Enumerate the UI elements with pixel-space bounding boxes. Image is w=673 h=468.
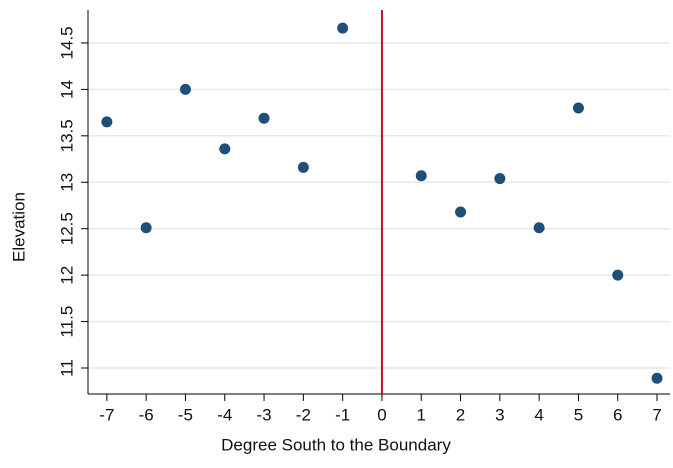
x-tick-label: -3 bbox=[256, 405, 271, 424]
x-tick-label: 7 bbox=[652, 405, 661, 424]
x-tick-label: 5 bbox=[574, 405, 583, 424]
x-tick-label: -4 bbox=[217, 405, 232, 424]
x-tick-label: -2 bbox=[296, 405, 311, 424]
y-tick-label: 14.5 bbox=[57, 26, 76, 59]
point bbox=[337, 22, 349, 34]
point bbox=[533, 222, 545, 234]
x-tick-label: 3 bbox=[495, 405, 504, 424]
x-tick-label: 6 bbox=[613, 405, 622, 424]
point bbox=[572, 102, 584, 114]
y-tick-label: 12 bbox=[57, 266, 76, 285]
x-tick-label: -6 bbox=[139, 405, 154, 424]
point bbox=[612, 269, 624, 281]
x-tick-label: 2 bbox=[456, 405, 465, 424]
y-tick-label: 14 bbox=[57, 80, 76, 99]
point bbox=[101, 116, 113, 128]
point bbox=[455, 206, 467, 218]
point bbox=[297, 161, 309, 173]
y-tick-label: 13.5 bbox=[57, 119, 76, 152]
point bbox=[140, 222, 152, 234]
point bbox=[219, 143, 231, 155]
x-tick-label: 1 bbox=[417, 405, 426, 424]
point bbox=[258, 112, 270, 124]
y-tick-label: 12.5 bbox=[57, 212, 76, 245]
x-tick-label: -7 bbox=[99, 405, 114, 424]
y-tick-label: 11 bbox=[57, 359, 76, 377]
point bbox=[651, 372, 663, 384]
y-tick-label: 13 bbox=[57, 173, 76, 192]
x-tick-label: -1 bbox=[335, 405, 350, 424]
y-axis-label: Elevation bbox=[9, 192, 28, 262]
y-tick-label: 11.5 bbox=[57, 306, 76, 338]
x-axis-label: Degree South to the Boundary bbox=[221, 435, 451, 454]
x-tick-label: -5 bbox=[178, 405, 193, 424]
x-tick-label: 0 bbox=[377, 405, 386, 424]
point bbox=[415, 170, 427, 182]
point bbox=[179, 83, 191, 95]
x-tick-label: 4 bbox=[534, 405, 543, 424]
point bbox=[494, 173, 506, 185]
